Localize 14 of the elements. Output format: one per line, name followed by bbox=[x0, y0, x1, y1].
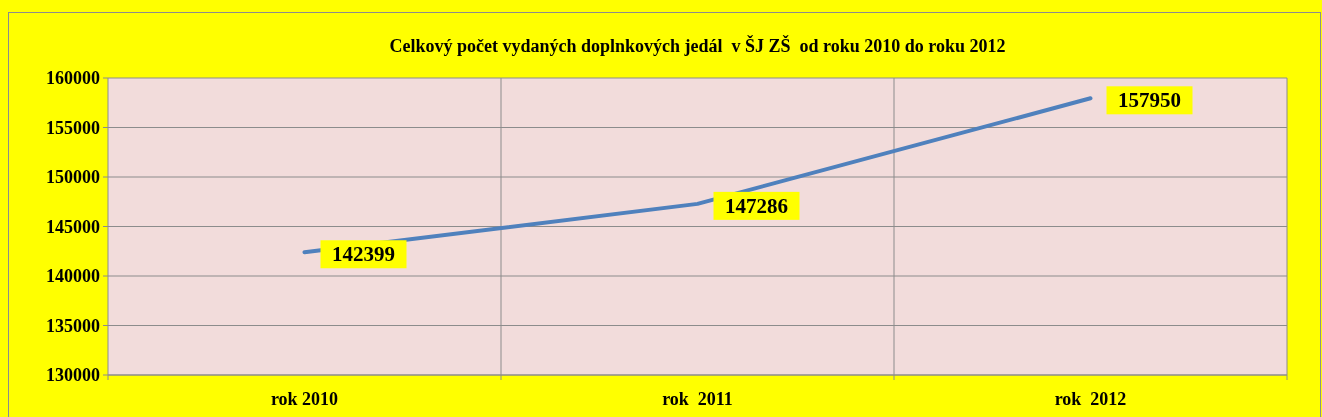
y-tick-label: 130000 bbox=[46, 365, 100, 385]
y-tick-label: 140000 bbox=[46, 266, 100, 286]
y-tick-label: 150000 bbox=[46, 167, 100, 187]
data-label: 147286 bbox=[725, 193, 788, 218]
x-tick-label: rok 2010 bbox=[270, 389, 339, 409]
data-label: 142399 bbox=[332, 242, 395, 267]
y-tick-label: 145000 bbox=[46, 216, 100, 237]
y-tick-label: 155000 bbox=[46, 117, 100, 138]
y-tick-label: 135000 bbox=[46, 315, 100, 336]
chart-title: Celkový počet vydaných doplnkových jedál v ŠJ ZŠ od roku 2010 do roku 2012 bbox=[389, 35, 1006, 56]
y-tick-label: 160000 bbox=[46, 68, 100, 88]
x-tick-label: rok 2011 bbox=[662, 389, 733, 409]
x-tick-label: rok 2012 bbox=[1054, 389, 1127, 409]
data-label: 157950 bbox=[1118, 88, 1181, 113]
